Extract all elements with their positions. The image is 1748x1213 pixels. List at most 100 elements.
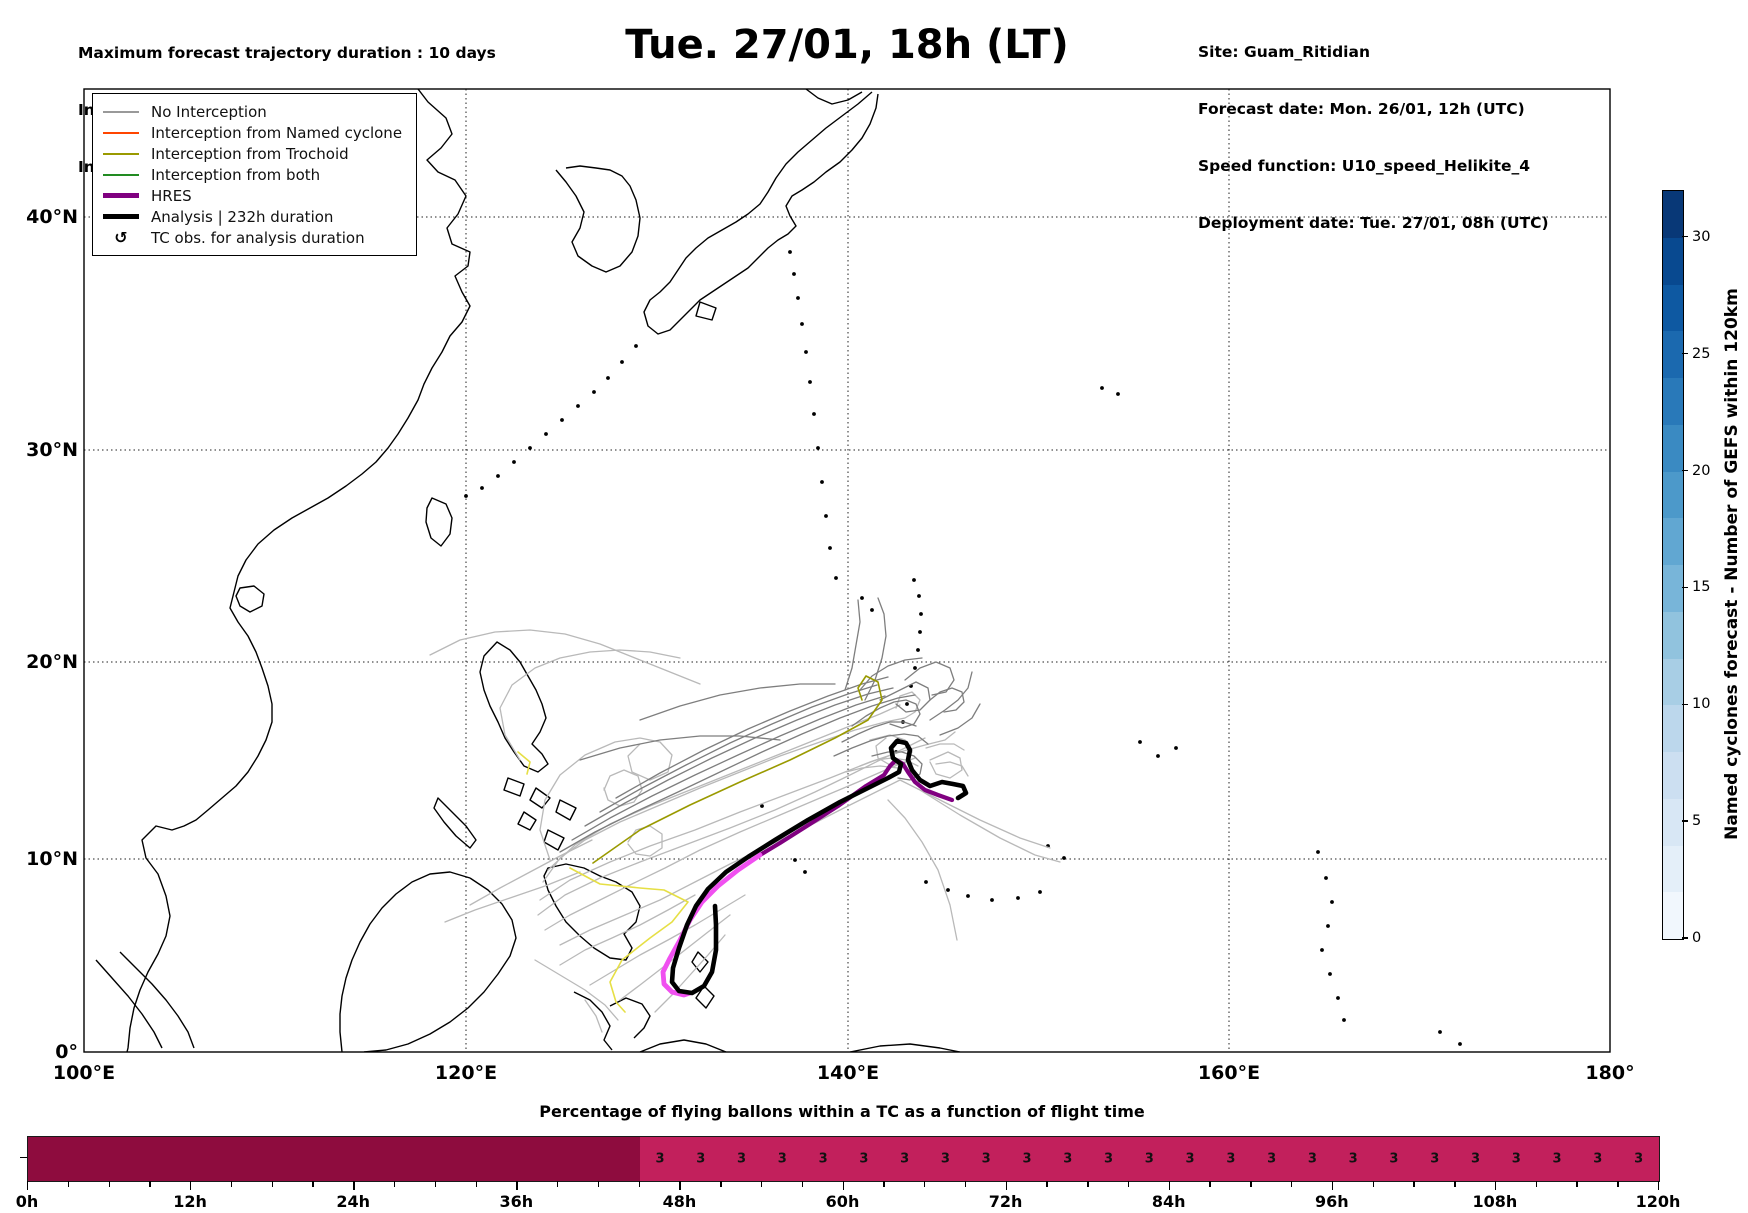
percent-value-label: 3 [1470, 1151, 1481, 1167]
colorbar-tick [1682, 820, 1688, 822]
ensemble-light-track [544, 757, 916, 931]
island-dot [800, 322, 804, 326]
bottom-minor-tick [924, 1181, 926, 1187]
legend-item: Interception from both [103, 164, 402, 185]
island-dot [1174, 746, 1178, 750]
colorbar-segment [1663, 330, 1683, 378]
bottom-minor-tick [760, 1181, 763, 1187]
bottom-major-tick [190, 1181, 192, 1190]
colorbar-segment [1663, 891, 1683, 939]
x-tick-label: 140°E [816, 1062, 880, 1084]
x-tick-label: 100°E [52, 1062, 116, 1084]
colorbar-segment [1663, 517, 1683, 565]
island-dot [1138, 740, 1142, 744]
coastline-path [363, 877, 517, 1052]
legend-line-sample [103, 131, 139, 134]
bottom-minor-tick [271, 1181, 274, 1187]
percentage-segment [639, 1137, 1659, 1181]
legend-item: HRES [103, 185, 402, 206]
ensemble-dark-track [904, 661, 955, 696]
colorbar-segment [1663, 377, 1683, 425]
ensemble-light-track [429, 629, 701, 685]
legend-line-sample [103, 193, 139, 198]
colorbar-tick [1682, 236, 1688, 238]
island-dot [496, 474, 500, 478]
y-tick-label: 20°N [26, 651, 78, 673]
colorbar-tick [1682, 352, 1688, 355]
bottom-chart-bar: 3 3 3 3 3 3 3 3 3 3 3 3 3 3 3 3 3 3 3 3 3 3 3 3 3 [27, 1136, 1660, 1182]
percent-value-label: 3 [1430, 1151, 1440, 1167]
coastline-path [529, 787, 551, 809]
island-dot [592, 390, 596, 394]
coastline-path [555, 799, 577, 821]
bottom-minor-tick [883, 1181, 885, 1187]
colorbar-segment [1663, 471, 1683, 519]
legend-item: Analysis | 232h duration [103, 206, 402, 227]
ensemble-light-track [589, 894, 746, 986]
percent-value-label: 3 [981, 1151, 991, 1167]
hres-bright-track [660, 852, 763, 998]
bottom-minor-tick [964, 1181, 967, 1187]
bottom-minor-tick [1127, 1181, 1130, 1187]
island-dot [792, 272, 796, 276]
coastline-path [543, 829, 565, 851]
percent-value-label: 3 [1226, 1151, 1236, 1167]
coastline-path [433, 797, 477, 849]
colorbar-segment [1663, 611, 1683, 659]
colorbar-tick-label: 0 [1692, 930, 1702, 946]
bottom-tick-label: 120h [1635, 1192, 1681, 1211]
island-dot [620, 360, 624, 364]
coastline-path [849, 1043, 961, 1052]
island-dot [512, 460, 516, 464]
island-dot [1438, 1030, 1442, 1034]
percent-value-label: 3 [1552, 1151, 1562, 1167]
island-dot [946, 888, 950, 892]
bottom-major-tick [27, 1181, 29, 1190]
island-dot [1038, 890, 1042, 894]
ensemble-light-track [469, 839, 593, 906]
percent-value-label: 3 [1144, 1151, 1154, 1167]
analysis-track [669, 738, 969, 996]
bottom-minor-tick [557, 1181, 559, 1187]
island-dot [1320, 948, 1324, 952]
island-dot [760, 804, 764, 808]
ensemble-dark-track [833, 733, 929, 757]
island-dot [1458, 1042, 1462, 1046]
coastline-path [95, 959, 163, 1049]
ensemble-light-track [499, 649, 681, 761]
percent-value-label: 3 [1389, 1151, 1399, 1167]
island-dot [990, 898, 994, 902]
bottom-tick-label: 24h [336, 1192, 371, 1211]
island-dot [828, 546, 832, 550]
colorbar-segment [1663, 564, 1683, 612]
coastline-path [643, 91, 879, 335]
ensemble-light-track [869, 734, 913, 766]
island-dot [1316, 850, 1320, 854]
bottom-minor-tick [1454, 1181, 1456, 1187]
colorbar-label: Named cyclones forecast - Number of GEFS… [1722, 288, 1742, 840]
y-tick-label: 0° [55, 1041, 78, 1063]
island-dot [816, 446, 820, 450]
island-dot [634, 344, 638, 348]
bottom-minor-tick [67, 1181, 70, 1187]
bottom-tick-label: 0h [15, 1192, 39, 1211]
bottom-major-tick [679, 1181, 681, 1190]
legend-item: No Interception [103, 101, 402, 122]
island-dot [834, 576, 838, 580]
island-dot [1336, 996, 1340, 1000]
island-dot [788, 250, 792, 254]
legend-line-sample [103, 214, 139, 219]
percent-value-label: 3 [1307, 1151, 1317, 1167]
percent-value-label: 3 [818, 1151, 828, 1167]
ensemble-dark-track [929, 671, 973, 721]
bottom-minor-tick [434, 1181, 437, 1187]
ensemble-light-track [444, 871, 581, 923]
legend-item-label: Interception from both [151, 165, 321, 184]
bottom-tick-label: 12h [173, 1192, 207, 1211]
ensemble-light-track [603, 769, 643, 807]
bottom-minor-tick [720, 1181, 722, 1187]
bottom-tick-label: 60h [825, 1192, 860, 1211]
ensemble-dark-track [859, 657, 923, 691]
island-dot [860, 596, 864, 600]
bottom-tick-label: 84h [1151, 1192, 1186, 1211]
